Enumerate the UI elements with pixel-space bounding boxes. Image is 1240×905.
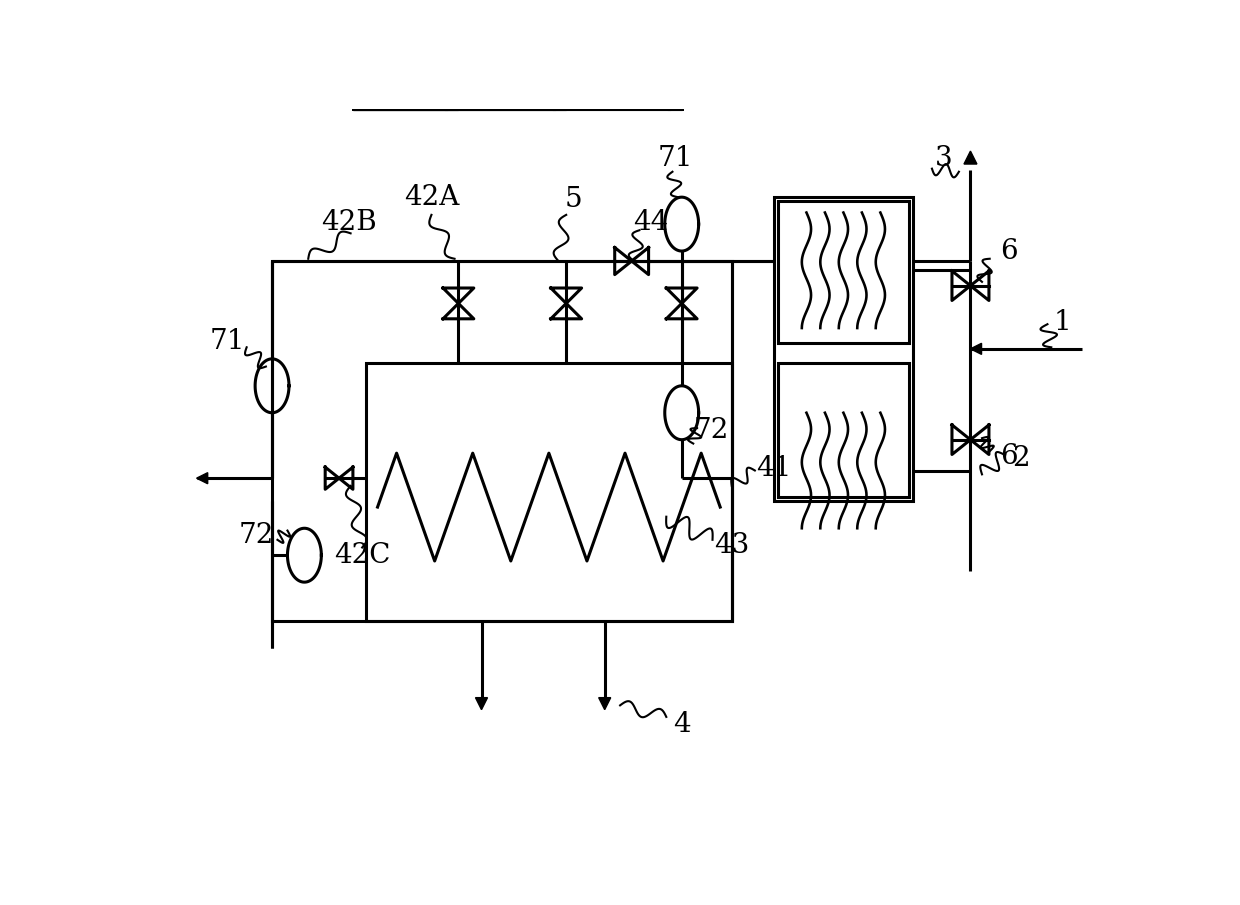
- Text: 44: 44: [634, 209, 668, 236]
- Text: 4: 4: [673, 711, 691, 738]
- Polygon shape: [197, 472, 207, 484]
- Text: 42B: 42B: [321, 209, 377, 236]
- Polygon shape: [971, 343, 982, 355]
- Bar: [774, 197, 913, 501]
- Text: 6: 6: [1001, 237, 1018, 264]
- Text: 41: 41: [756, 455, 792, 482]
- Bar: [777, 201, 909, 344]
- Bar: [366, 363, 732, 621]
- Polygon shape: [963, 151, 977, 164]
- Bar: [272, 261, 732, 621]
- Text: 42C: 42C: [334, 542, 391, 568]
- Text: 1: 1: [1054, 310, 1071, 336]
- Text: 3: 3: [935, 145, 952, 172]
- Text: 71: 71: [210, 328, 246, 355]
- Text: 6: 6: [1001, 443, 1018, 470]
- Text: 71: 71: [657, 145, 693, 172]
- Bar: [777, 363, 909, 498]
- Polygon shape: [475, 698, 487, 710]
- Text: 2: 2: [1012, 445, 1029, 472]
- Text: 72: 72: [693, 417, 729, 444]
- Text: 5: 5: [565, 186, 583, 213]
- Polygon shape: [599, 698, 611, 710]
- Text: 72: 72: [239, 522, 274, 549]
- Text: 42A: 42A: [404, 184, 459, 211]
- Text: 43: 43: [714, 532, 749, 559]
